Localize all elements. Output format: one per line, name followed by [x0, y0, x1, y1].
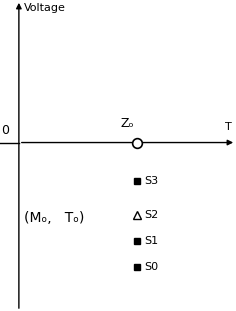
Text: S1: S1	[144, 236, 158, 246]
Text: (Mₒ,   Tₒ): (Mₒ, Tₒ)	[24, 211, 84, 225]
Text: Voltage: Voltage	[24, 2, 65, 12]
Text: S3: S3	[144, 176, 158, 186]
Text: S0: S0	[144, 262, 158, 272]
Text: S2: S2	[144, 210, 158, 220]
Text: 0: 0	[1, 124, 9, 137]
Text: T: T	[224, 122, 231, 132]
Text: Zₒ: Zₒ	[121, 117, 134, 130]
